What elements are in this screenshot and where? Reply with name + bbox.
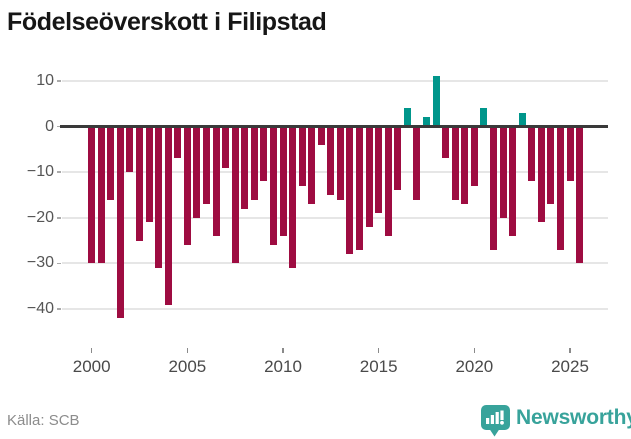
bar-2010H2 (289, 126, 297, 269)
y-axis-tick (57, 171, 61, 173)
bar-2000H1 (88, 126, 96, 264)
bar-2015H1 (375, 126, 383, 214)
bar-2023H1 (528, 126, 536, 182)
bar-2016H2 (403, 108, 411, 127)
bar-2014H1 (356, 126, 364, 250)
x-axis-tick (282, 348, 284, 353)
bar-2018H2 (442, 126, 450, 159)
y-axis-tick (57, 125, 61, 128)
gridline-y-20 (62, 216, 608, 219)
gridline-y-10 (62, 171, 608, 174)
bar-2001H1 (107, 126, 115, 200)
y-axis-label: −40 (26, 300, 54, 318)
bar-2024H1 (547, 126, 555, 205)
bar-2019H1 (451, 126, 459, 200)
x-axis-label: 2010 (264, 357, 302, 376)
bar-2013H2 (346, 126, 354, 255)
bar-2006H2 (212, 126, 220, 237)
bar-2011H1 (298, 126, 306, 186)
bar-2012H1 (317, 126, 325, 145)
zero-axis-line (60, 125, 608, 128)
newsworthy-logo: Newsworthy (481, 405, 631, 437)
bar-2022H1 (509, 126, 517, 237)
x-axis-label: 2020 (455, 357, 494, 376)
bar-2014H2 (365, 126, 373, 227)
bar-2000H2 (97, 126, 105, 264)
bar-2010H1 (279, 126, 287, 237)
y-axis-tick (57, 308, 61, 310)
bar-2011H2 (308, 126, 316, 205)
newsworthy-bar-chart-icon (481, 405, 510, 437)
y-axis-label: −10 (26, 163, 54, 181)
bar-2008H2 (250, 126, 258, 200)
bar-2002H2 (136, 126, 144, 241)
x-axis-tick (569, 348, 571, 353)
newsworthy-wordmark: Newsworthy (516, 406, 631, 429)
bar-2001H2 (116, 126, 124, 319)
bar-2017H2 (423, 117, 431, 127)
source-label: Källa: SCB (7, 412, 80, 429)
bar-2018H1 (432, 76, 440, 127)
bar-2023H2 (537, 126, 545, 223)
x-axis-label: 2005 (168, 357, 207, 376)
y-axis-label: 0 (45, 117, 54, 135)
bar-2003H1 (145, 126, 153, 223)
gridline-y-30 (62, 262, 608, 265)
x-axis-tick (377, 348, 380, 353)
y-axis-tick (57, 80, 61, 82)
bar-2005H1 (183, 126, 191, 246)
gridline-y10 (62, 79, 608, 82)
bar-2003H2 (155, 126, 163, 269)
bar-2004H1 (164, 126, 172, 305)
bar-2024H2 (556, 126, 564, 250)
bar-2013H1 (336, 126, 344, 200)
bar-2005H2 (193, 126, 201, 218)
x-axis-label: 2025 (551, 357, 589, 376)
bar-2022H2 (518, 112, 526, 127)
y-axis-tick (57, 217, 61, 219)
x-axis-label: 2015 (359, 357, 398, 376)
bar-2020H1 (470, 126, 478, 186)
bar-2019H2 (461, 126, 469, 205)
y-axis-tick (57, 262, 61, 265)
x-axis-tick (473, 348, 476, 353)
bar-2016H1 (394, 126, 402, 191)
bar-2025H1 (566, 126, 574, 182)
bar-2017H1 (413, 126, 421, 200)
bar-2009H1 (260, 126, 268, 182)
bar-2002H1 (126, 126, 134, 173)
bar-2021H2 (499, 126, 507, 218)
y-axis-label: −30 (26, 254, 54, 272)
y-axis-label: 10 (36, 71, 54, 89)
y-axis-label: −20 (26, 208, 54, 226)
bar-2008H1 (241, 126, 249, 209)
bar-2015H2 (384, 126, 392, 237)
gridline-y-40 (62, 308, 608, 311)
chart-title: Födelseöverskott i Filipstad (7, 8, 327, 36)
bar-2021H1 (489, 126, 497, 250)
bar-2012H2 (327, 126, 335, 195)
bar-2025H2 (576, 126, 584, 264)
x-axis-label: 2000 (72, 357, 111, 376)
x-axis-tick (90, 348, 93, 353)
bar-2020H2 (480, 108, 488, 127)
bar-2007H2 (231, 126, 239, 264)
bar-2004H2 (174, 126, 182, 159)
bar-2009H2 (269, 126, 277, 246)
x-axis-tick (186, 348, 189, 353)
bar-2007H1 (222, 126, 230, 168)
bar-2006H1 (202, 126, 210, 205)
